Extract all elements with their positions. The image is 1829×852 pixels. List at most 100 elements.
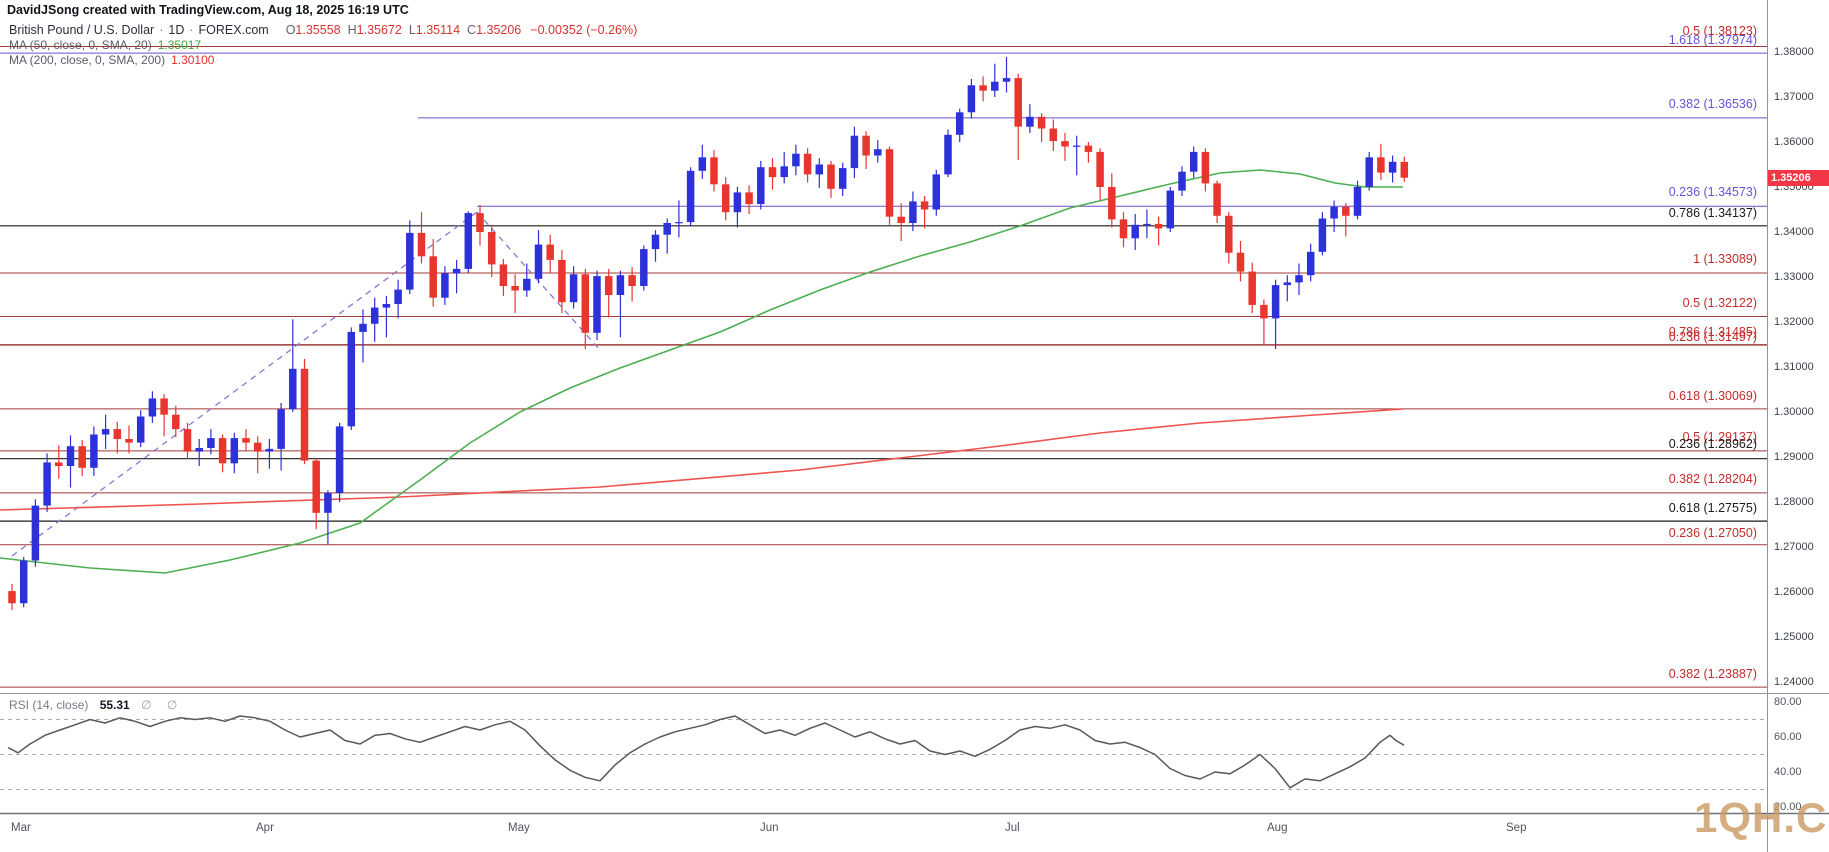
ma-200-line[interactable] — [0, 408, 1404, 511]
candle-down — [476, 213, 484, 232]
candle-down — [920, 201, 929, 210]
fib-label[interactable]: 0.236 (1.34573) — [1668, 185, 1757, 199]
candle-up — [1189, 151, 1198, 172]
change-value: −0.00352 (−0.26%) — [530, 23, 638, 37]
candle-up — [1271, 285, 1280, 319]
candle-up — [838, 168, 847, 189]
high-label: H — [347, 23, 357, 37]
rsi-tick-label: 80.00 — [1774, 696, 1802, 708]
candle-up — [1306, 251, 1315, 276]
candle-down — [1236, 252, 1245, 272]
candle-up — [101, 429, 110, 435]
candle-up — [1131, 224, 1139, 239]
month-label: Jul — [1005, 822, 1020, 834]
rsi-line[interactable] — [7, 715, 1405, 789]
candle-down — [183, 429, 192, 452]
candle-down — [78, 446, 86, 468]
fib-label[interactable]: 1.618 (1.37974) — [1668, 33, 1757, 47]
fib-label[interactable]: 1 (1.33089) — [1693, 252, 1757, 266]
fib-label[interactable]: 0.236 (1.31497) — [1668, 330, 1757, 344]
candle-down — [1342, 206, 1350, 216]
candle-down — [897, 216, 905, 223]
candle-up — [569, 274, 578, 303]
price-tick-label: 1.26000 — [1774, 586, 1814, 598]
ohlc-values: O1.35558 H1.35672 L1.35114 C1.35206 −0.00352… — [279, 23, 638, 37]
candle-up — [651, 234, 660, 250]
candle-up — [1143, 223, 1151, 226]
candle-up — [675, 222, 683, 224]
candle-up — [850, 135, 859, 169]
candle-up — [406, 232, 414, 290]
ma-50-line[interactable] — [0, 169, 1403, 574]
trend-dashed-line[interactable] — [11, 211, 478, 557]
rsi-tick-label: 60.00 — [1774, 731, 1802, 743]
fib-label[interactable]: 0.618 (1.27575) — [1668, 501, 1757, 515]
fib-label[interactable]: 0.5 (1.29137) — [1682, 430, 1757, 444]
candle-down — [499, 264, 508, 286]
candle-up — [874, 149, 882, 156]
candle-up — [19, 560, 28, 604]
high-value: 1.35672 — [356, 23, 402, 37]
candle-up — [207, 438, 215, 448]
open-value: 1.35558 — [295, 23, 341, 37]
ma-slow-label: MA (200, close, 0, SMA, 200) — [9, 53, 166, 67]
candle-up — [136, 416, 145, 443]
ma-fast-value: 1.35017 — [157, 38, 202, 52]
ma-slow-value: 1.30100 — [171, 53, 215, 67]
candle-up — [1353, 187, 1362, 216]
candle-down — [511, 286, 519, 291]
price-tick-label: 1.38000 — [1774, 46, 1814, 58]
rsi-tick-label: 40.00 — [1774, 766, 1802, 778]
candle-down — [1377, 157, 1385, 173]
candle-down — [1213, 183, 1221, 216]
symbol-row[interactable]: British Pound / U.S. Dollar · 1D · FOREX.com… — [9, 23, 637, 38]
candle-up — [944, 134, 952, 175]
fib-label[interactable]: 0.786 (1.31485) — [1668, 325, 1757, 339]
candle-down — [546, 244, 554, 260]
candle-down — [429, 256, 437, 298]
month-label: Mar — [11, 822, 31, 834]
candle-up — [195, 448, 203, 452]
interval-label: 1D — [168, 23, 185, 37]
candle-up — [394, 289, 402, 304]
candle-down — [581, 274, 590, 333]
candle-up — [265, 448, 274, 452]
fib-label[interactable]: 0.382 (1.23887) — [1668, 667, 1757, 681]
price-tick-label: 1.30000 — [1774, 406, 1814, 418]
candle-down — [721, 184, 730, 213]
candle-down — [1400, 161, 1409, 178]
candle-down — [300, 368, 309, 461]
candle-up — [1166, 190, 1175, 229]
candle-up — [991, 81, 999, 91]
fib-label[interactable]: 0.618 (1.30069) — [1668, 389, 1757, 403]
ma-slow-row[interactable]: MA (200, close, 0, SMA, 200) 1.30100 — [9, 53, 637, 68]
candle-down — [312, 460, 320, 513]
candle-down — [172, 414, 180, 430]
fib-label[interactable]: 0.5 (1.32122) — [1682, 296, 1757, 310]
fib-label[interactable]: 0.382 (1.28204) — [1668, 472, 1757, 486]
candle-up — [686, 170, 695, 223]
symbol-title: British Pound / U.S. Dollar — [9, 23, 155, 37]
candle-down — [1084, 145, 1093, 152]
candle-up — [780, 166, 788, 178]
fib-label[interactable]: 0.382 (1.36536) — [1668, 97, 1757, 111]
price-tick-label: 1.34000 — [1774, 226, 1814, 238]
fib-label[interactable]: 0.236 (1.28962) — [1668, 437, 1757, 451]
ma-fast-row[interactable]: MA (50, close, 0, SMA, 20) 1.35017 — [9, 38, 637, 53]
candle-down — [1108, 187, 1116, 220]
candle-up — [66, 446, 75, 466]
candle-up — [909, 201, 917, 223]
rsi-legend-row[interactable]: RSI (14, close) 55.31 ∅ ∅ — [9, 698, 183, 712]
candle-down — [1049, 128, 1058, 142]
candle-up — [733, 192, 742, 213]
price-tick-label: 1.25000 — [1774, 631, 1814, 643]
candle-down — [1260, 304, 1268, 319]
candle-down — [113, 429, 122, 439]
fib-label[interactable]: 0.786 (1.34137) — [1668, 206, 1757, 220]
fib-label[interactable]: 0.5 (1.38123) — [1682, 24, 1757, 38]
rsi-tick-label: 20.00 — [1774, 801, 1802, 813]
candle-down — [827, 164, 835, 189]
fib-label[interactable]: 0.236 (1.27050) — [1668, 526, 1757, 540]
candle-down — [1119, 219, 1128, 239]
